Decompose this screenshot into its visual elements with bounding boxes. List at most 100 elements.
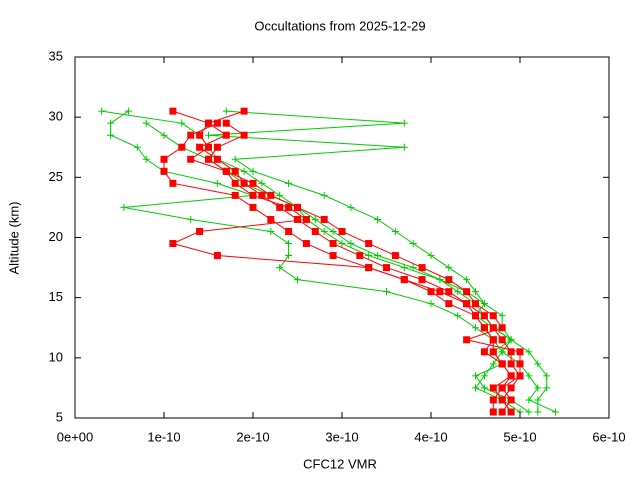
marker bbox=[472, 384, 479, 392]
profile-line bbox=[145, 122, 530, 413]
marker bbox=[525, 408, 533, 416]
profile-line bbox=[172, 110, 521, 412]
marker bbox=[222, 119, 230, 127]
x-tick-label: 1e-10 bbox=[147, 429, 180, 444]
marker bbox=[302, 240, 310, 248]
marker bbox=[267, 191, 275, 199]
marker bbox=[187, 215, 195, 223]
marker bbox=[222, 167, 230, 175]
marker bbox=[507, 408, 515, 416]
y-tick-label: 10 bbox=[49, 349, 63, 364]
marker bbox=[187, 131, 195, 139]
marker bbox=[489, 312, 497, 320]
marker bbox=[205, 131, 212, 139]
marker bbox=[400, 143, 408, 151]
marker bbox=[240, 131, 248, 139]
marker bbox=[507, 396, 515, 404]
y-axis-label: Altitude (km) bbox=[6, 202, 21, 275]
marker bbox=[498, 396, 506, 404]
marker bbox=[107, 131, 115, 139]
marker bbox=[365, 252, 373, 260]
marker bbox=[454, 312, 462, 320]
marker bbox=[525, 372, 533, 380]
marker bbox=[285, 203, 293, 211]
marker bbox=[543, 384, 551, 392]
marker bbox=[142, 155, 150, 163]
y-tick-label: 5 bbox=[56, 409, 63, 424]
marker bbox=[427, 300, 435, 308]
y-tick-label: 30 bbox=[49, 109, 63, 124]
marker bbox=[320, 215, 328, 223]
marker bbox=[480, 312, 488, 320]
marker bbox=[213, 119, 221, 127]
x-tick-label: 0e+00 bbox=[57, 429, 94, 444]
profile-line bbox=[110, 110, 556, 413]
marker bbox=[133, 143, 141, 151]
marker bbox=[285, 240, 293, 248]
profile-line bbox=[171, 110, 512, 413]
marker bbox=[258, 179, 266, 187]
profile bbox=[160, 119, 515, 416]
marker bbox=[249, 203, 257, 211]
marker bbox=[507, 336, 515, 344]
marker bbox=[525, 396, 533, 404]
marker bbox=[169, 107, 177, 115]
y-tick-label: 15 bbox=[49, 289, 63, 304]
marker bbox=[338, 227, 346, 235]
marker bbox=[374, 252, 382, 260]
profile bbox=[205, 107, 524, 416]
marker bbox=[445, 300, 453, 308]
marker bbox=[498, 336, 506, 344]
marker bbox=[320, 191, 328, 199]
marker bbox=[160, 155, 168, 163]
marker bbox=[480, 348, 488, 356]
marker bbox=[294, 203, 301, 211]
marker bbox=[249, 191, 257, 199]
marker bbox=[463, 276, 471, 284]
marker bbox=[169, 179, 177, 187]
marker bbox=[480, 372, 488, 380]
marker bbox=[507, 372, 515, 380]
marker bbox=[213, 155, 221, 163]
marker bbox=[383, 288, 390, 296]
profile bbox=[169, 107, 515, 416]
marker bbox=[240, 107, 248, 115]
marker bbox=[196, 227, 204, 235]
marker bbox=[498, 360, 506, 368]
profile bbox=[142, 119, 533, 416]
marker bbox=[489, 408, 497, 416]
marker bbox=[258, 191, 266, 199]
marker bbox=[222, 131, 230, 139]
marker bbox=[205, 143, 212, 151]
marker bbox=[365, 264, 373, 272]
marker bbox=[222, 107, 230, 115]
marker bbox=[347, 240, 355, 248]
marker bbox=[418, 276, 426, 284]
marker bbox=[276, 191, 284, 199]
marker bbox=[445, 276, 453, 284]
marker bbox=[516, 348, 524, 356]
marker bbox=[498, 408, 506, 416]
marker bbox=[543, 372, 551, 380]
marker bbox=[187, 155, 195, 163]
marker bbox=[391, 252, 399, 260]
profile bbox=[98, 107, 551, 416]
marker bbox=[267, 227, 275, 235]
profile bbox=[205, 119, 524, 416]
marker bbox=[231, 179, 239, 187]
marker bbox=[472, 372, 479, 380]
marker bbox=[120, 203, 128, 211]
profile bbox=[169, 107, 524, 416]
marker bbox=[507, 360, 515, 368]
marker bbox=[418, 264, 426, 272]
profile-line bbox=[208, 110, 521, 413]
x-tick-label: 2e-10 bbox=[236, 429, 269, 444]
marker bbox=[160, 131, 168, 139]
marker bbox=[391, 227, 399, 235]
marker bbox=[480, 300, 488, 308]
marker bbox=[213, 179, 221, 187]
marker bbox=[338, 240, 346, 248]
marker bbox=[498, 312, 506, 320]
marker bbox=[347, 203, 355, 211]
marker bbox=[472, 288, 479, 296]
